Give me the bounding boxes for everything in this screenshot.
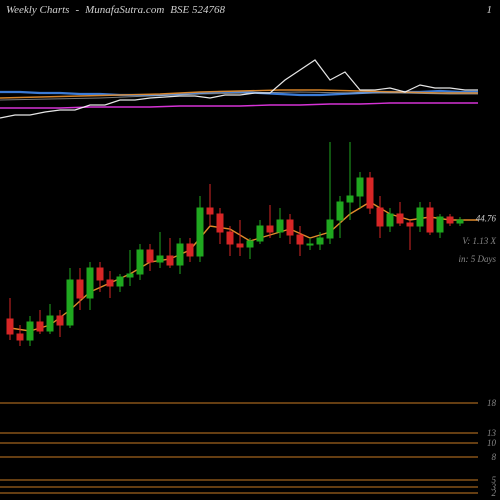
- candle-body: [37, 322, 43, 331]
- lower-label-2: 10: [487, 438, 497, 448]
- candle-body: [347, 196, 353, 202]
- price-label-2: in: 5 Days: [459, 254, 497, 264]
- candle-body: [437, 217, 443, 232]
- candle-body: [297, 235, 303, 244]
- dash: -: [75, 4, 79, 16]
- candle-body: [27, 322, 33, 340]
- candle-body: [247, 241, 253, 247]
- candle-body: [187, 244, 193, 256]
- candle-body: [417, 208, 423, 226]
- candle-body: [357, 178, 363, 196]
- candle-body: [127, 274, 133, 277]
- candle-body: [457, 220, 463, 223]
- candle-body: [387, 214, 393, 226]
- top-right: 1: [487, 4, 493, 16]
- lower-label-0: 18: [487, 398, 497, 408]
- candle-body: [337, 202, 343, 220]
- candle-body: [397, 214, 403, 223]
- candle-body: [147, 250, 153, 262]
- title-left: Weekly Charts: [6, 4, 69, 16]
- candle-body: [377, 208, 383, 226]
- indicator-line-3: [0, 60, 478, 118]
- price-label-1: V: 1.13 X: [462, 236, 496, 246]
- lower-panel: 1813108532: [0, 398, 497, 498]
- source: MunafaSutra.com: [85, 4, 164, 16]
- candle-body: [87, 268, 93, 298]
- candle-body: [307, 244, 313, 245]
- candle-body: [7, 319, 13, 334]
- chart-svg: 44.76V: 1.13 Xin: 5 Days1813108532: [0, 0, 500, 500]
- candle-body: [427, 208, 433, 232]
- candle-body: [107, 280, 113, 286]
- candle-body: [447, 217, 453, 223]
- candle-body: [227, 232, 233, 244]
- candle-body: [77, 280, 83, 298]
- candle-body: [97, 268, 103, 280]
- candle-body: [197, 208, 203, 256]
- indicator-line-1: [0, 103, 478, 108]
- candle-body: [137, 250, 143, 274]
- candle-body: [207, 208, 213, 214]
- ma-line: [10, 202, 478, 331]
- candle-body: [287, 220, 293, 235]
- candle-body: [267, 226, 273, 232]
- candle-body: [57, 316, 63, 325]
- candle-body: [157, 256, 163, 262]
- lower-label-1: 13: [487, 428, 497, 438]
- candle-body: [407, 223, 413, 226]
- price-label-0: 44.76: [476, 213, 497, 223]
- lower-label-6: 2: [492, 488, 497, 498]
- candle-body: [67, 280, 73, 325]
- candle-body: [167, 256, 173, 265]
- candle-body: [367, 178, 373, 208]
- candle-body: [257, 226, 263, 241]
- lower-label-3: 8: [492, 452, 497, 462]
- candle-body: [17, 334, 23, 340]
- candle-body: [117, 277, 123, 286]
- ticker: BSE 524768: [170, 4, 225, 16]
- candle-body: [237, 244, 243, 247]
- candle-body: [327, 220, 333, 238]
- indicator-panel: [0, 60, 478, 118]
- candle-body: [277, 220, 283, 232]
- candle-panel: 44.76 V: 1.13 X in: 5 Days: [7, 142, 497, 346]
- candle-body: [317, 238, 323, 244]
- header: Weekly Charts-MunafaSutra.com BSE 524768: [6, 4, 231, 16]
- candle-body: [47, 316, 53, 331]
- candle-body: [177, 244, 183, 265]
- candle-body: [217, 214, 223, 232]
